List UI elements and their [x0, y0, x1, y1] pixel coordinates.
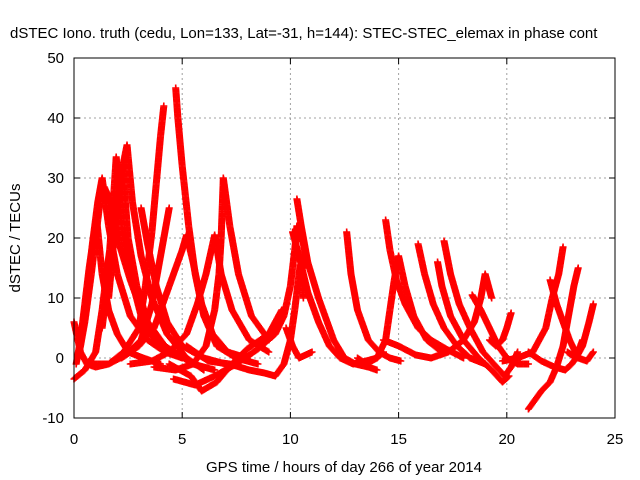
- series-pass-21: [353, 252, 446, 368]
- series-pass-05: [76, 174, 186, 362]
- data-point: [211, 366, 219, 374]
- series-group: [70, 84, 597, 413]
- series-pass-08: [87, 102, 168, 368]
- series-pass-10: [172, 84, 262, 368]
- chart-title: dSTEC Iono. truth (cedu, Lon=133, Lat=-3…: [10, 25, 598, 42]
- data-point: [165, 204, 173, 212]
- data-point: [200, 366, 208, 374]
